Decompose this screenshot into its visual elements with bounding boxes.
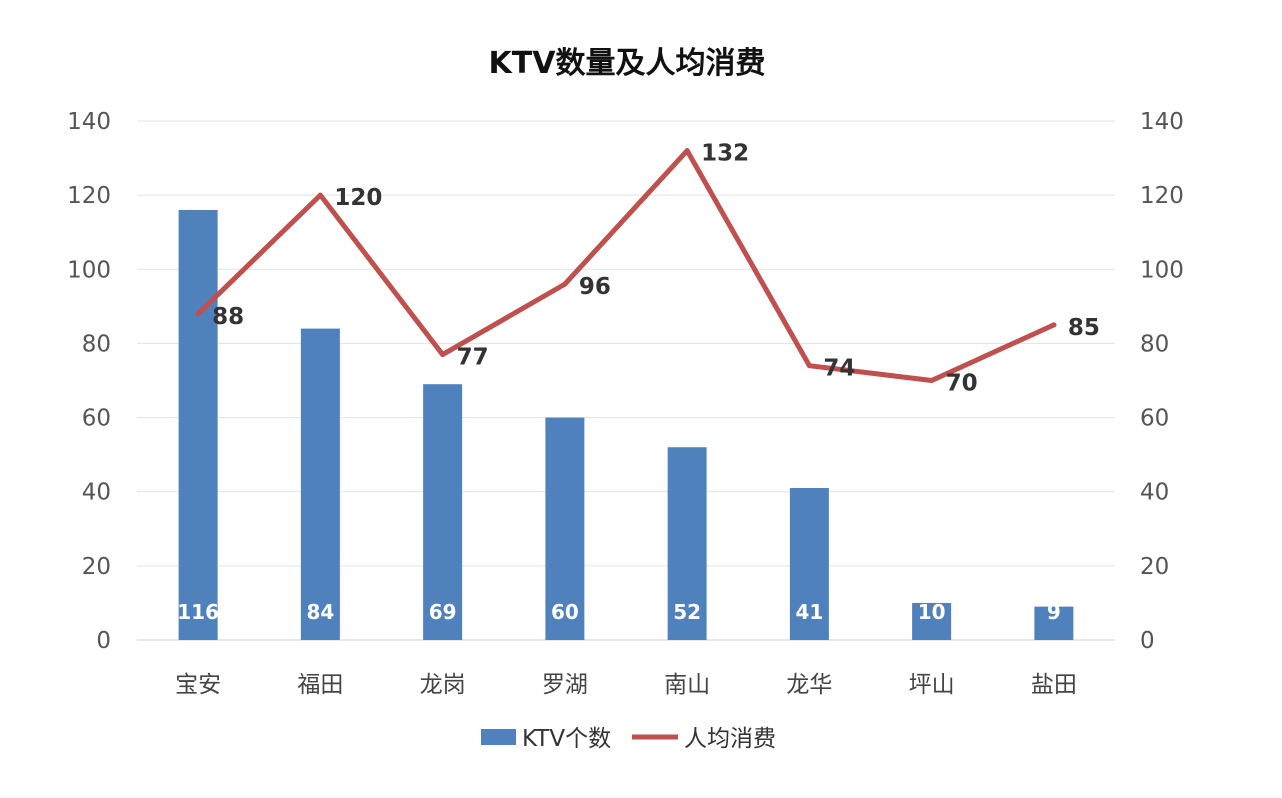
bar-value-label: 60 — [551, 600, 579, 624]
bar-value-label: 84 — [306, 600, 334, 624]
left-tick-label: 60 — [82, 406, 111, 432]
legend-label-avg-spend: 人均消费 — [684, 726, 776, 752]
left-tick-label: 120 — [67, 183, 111, 209]
line-value-label: 96 — [579, 274, 611, 300]
bar-7 — [1034, 606, 1074, 640]
category-label: 宝安 — [175, 672, 221, 698]
category-label: 罗湖 — [542, 672, 588, 698]
left-tick-label: 140 — [67, 109, 111, 135]
line-value-label: 74 — [823, 356, 855, 382]
category-label: 龙华 — [786, 672, 832, 698]
category-label: 福田 — [297, 672, 343, 698]
left-tick-label: 20 — [82, 554, 111, 580]
right-axis-ticks: 0 20 40 60 80 100 120 140 — [1140, 109, 1184, 654]
left-tick-label: 0 — [96, 628, 111, 654]
bar-value-label: 69 — [429, 600, 457, 624]
legend-label-ktv-count: KTV个数 — [522, 726, 611, 752]
gridlines — [137, 120, 1115, 641]
line-series: 88 120 77 96 132 74 70 85 — [195, 141, 1100, 397]
bar-series: 116 84 69 60 52 41 10 9 — [177, 209, 1074, 640]
line-value-label: 70 — [946, 371, 978, 397]
bar-value-label: 116 — [177, 600, 219, 624]
legend-swatch-bar — [481, 729, 516, 745]
line-point-1 — [317, 192, 323, 198]
bar-0 — [178, 209, 218, 640]
category-label: 坪山 — [909, 672, 955, 698]
line-point-3 — [562, 281, 568, 287]
line-point-5 — [806, 363, 812, 369]
category-label: 南山 — [664, 672, 710, 698]
left-tick-label: 100 — [67, 257, 111, 283]
line-value-label: 77 — [457, 345, 489, 371]
category-label: 龙岗 — [420, 672, 466, 698]
line-point-4 — [684, 148, 690, 154]
right-tick-label: 120 — [1140, 183, 1184, 209]
category-label: 盐田 — [1031, 672, 1077, 698]
bar-value-label: 10 — [918, 600, 946, 624]
right-tick-label: 20 — [1140, 554, 1169, 580]
line-point-0 — [195, 311, 201, 317]
right-tick-label: 0 — [1140, 628, 1155, 654]
left-tick-label: 80 — [82, 331, 111, 357]
bar-value-label: 52 — [673, 600, 701, 624]
line-value-label: 85 — [1068, 315, 1100, 341]
bar-value-label: 41 — [795, 600, 823, 624]
right-tick-label: 60 — [1140, 406, 1169, 432]
bar-4 — [667, 447, 707, 640]
line-value-label: 120 — [334, 185, 382, 211]
chart-title: KTV数量及人均消费 — [489, 46, 766, 81]
left-tick-label: 40 — [82, 480, 111, 506]
legend: KTV个数 人均消费 — [481, 726, 776, 752]
left-axis-ticks: 0 20 40 60 80 100 120 140 — [67, 109, 111, 654]
line-point-2 — [440, 352, 446, 358]
category-labels: 宝安 福田 龙岗 罗湖 南山 龙华 坪山 盐田 — [175, 672, 1077, 698]
line-value-label: 132 — [701, 141, 749, 167]
line-point-7 — [1051, 322, 1057, 328]
bar-3 — [545, 417, 585, 640]
bar-5 — [789, 488, 829, 640]
right-tick-label: 140 — [1140, 109, 1184, 135]
bar-2 — [423, 384, 463, 640]
bar-value-label: 9 — [1047, 600, 1061, 624]
right-tick-label: 40 — [1140, 480, 1169, 506]
line-value-label: 88 — [212, 304, 244, 330]
line-point-6 — [929, 378, 935, 383]
bar-6 — [912, 602, 952, 640]
right-tick-label: 80 — [1140, 331, 1169, 357]
bar-1 — [300, 328, 340, 640]
right-tick-label: 100 — [1140, 257, 1184, 283]
avg-spend-line — [195, 148, 1057, 383]
